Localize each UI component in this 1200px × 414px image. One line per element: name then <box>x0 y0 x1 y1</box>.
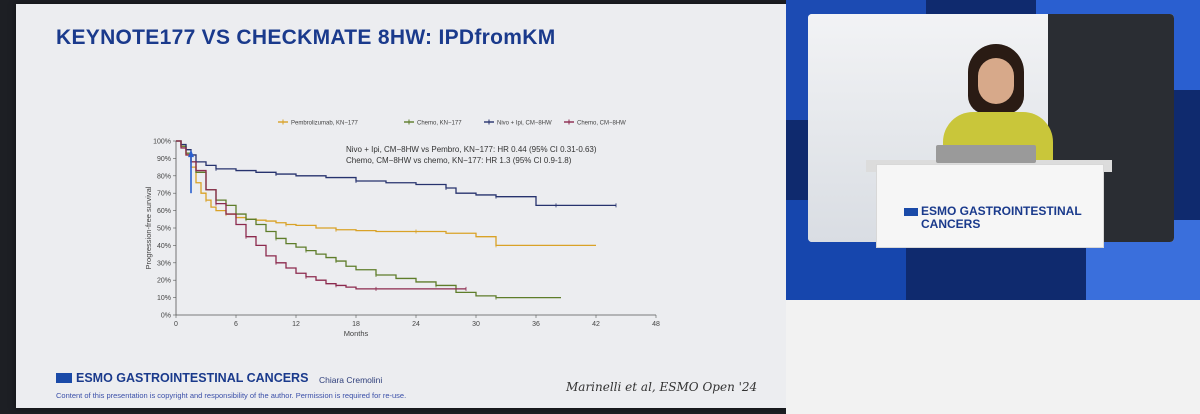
footer-author: Chiara Cremolini <box>319 375 383 385</box>
legend-label: Chemo, KN−177 <box>417 121 462 127</box>
podium <box>876 164 1104 248</box>
podium-logo-line2: CANCERS <box>921 217 981 231</box>
y-tick-label: 50% <box>157 226 171 233</box>
stage-floor <box>786 300 1200 414</box>
hr-annotation: Nivo + Ipi, CM−8HW vs Pembro, KN−177: HR… <box>346 145 597 154</box>
x-axis-label: Months <box>344 329 369 338</box>
y-tick-label: 80% <box>157 173 171 180</box>
y-tick-label: 60% <box>157 208 171 215</box>
y-tick-label: 100% <box>153 139 171 146</box>
footer-reference: Marinelli et al, ESMO Open '24 <box>566 380 758 394</box>
podium-logo: ESMO GASTROINTESTINAL CANCERS <box>904 205 1082 231</box>
km-curve-chemo_cm <box>176 140 466 290</box>
x-tick-label: 6 <box>234 321 238 328</box>
km-curve-pembro <box>176 140 596 247</box>
laptop-icon <box>936 145 1036 163</box>
legend-label: Chemo, CM−8HW <box>577 121 626 127</box>
pointer-arrow-head <box>188 149 194 158</box>
km-chart: 0% 10% 20% 30% 40% 50% 60% 70% 80% 90% 100% 0 6 12 18 2… <box>144 119 660 338</box>
hr-annotation: Chemo, CM−8HW vs chemo, KN−177: HR 1.3 (… <box>346 156 572 165</box>
y-tick-label: 0% <box>161 313 171 320</box>
y-axis-label: Progression-free survival <box>144 186 153 269</box>
x-tick-label: 36 <box>532 321 540 328</box>
esmo-logo-icon <box>56 373 72 383</box>
footer-copyright: Content of this presentation is copyrigh… <box>56 391 407 400</box>
footer-logo-text: ESMO GASTROINTESTINAL CANCERS <box>76 371 309 385</box>
stage-camera-view: ESMO GASTROINTESTINAL CANCERS <box>786 0 1200 414</box>
y-tick-label: 30% <box>157 260 171 267</box>
x-tick-label: 18 <box>352 321 360 328</box>
y-tick-label: 40% <box>157 243 171 250</box>
footer-logo: ESMO GASTROINTESTINAL CANCERS <box>56 371 308 385</box>
y-tick-label: 90% <box>157 156 171 163</box>
presentation-slide: KEYNOTE177 VS CHECKMATE 8HW: IPDfromKM 0… <box>16 4 786 408</box>
legend-label: Pembrolizumab, KN−177 <box>291 121 359 127</box>
esmo-podium-logo-icon <box>904 208 918 216</box>
x-tick-label: 24 <box>412 321 420 328</box>
y-tick-label: 20% <box>157 278 171 285</box>
presenter-face <box>978 58 1014 104</box>
slide-title: KEYNOTE177 VS CHECKMATE 8HW: IPDfromKM <box>56 26 556 49</box>
x-tick-label: 42 <box>592 321 600 328</box>
y-tick-label: 10% <box>157 295 171 302</box>
x-tick-label: 0 <box>174 321 178 328</box>
legend-label: Nivo + Ipi, CM−8HW <box>497 121 552 127</box>
podium-logo-line1: ESMO GASTROINTESTINAL <box>921 204 1082 218</box>
x-tick-label: 48 <box>652 321 660 328</box>
y-tick-label: 70% <box>157 191 171 198</box>
x-tick-label: 12 <box>292 321 300 328</box>
x-tick-label: 30 <box>472 321 480 328</box>
